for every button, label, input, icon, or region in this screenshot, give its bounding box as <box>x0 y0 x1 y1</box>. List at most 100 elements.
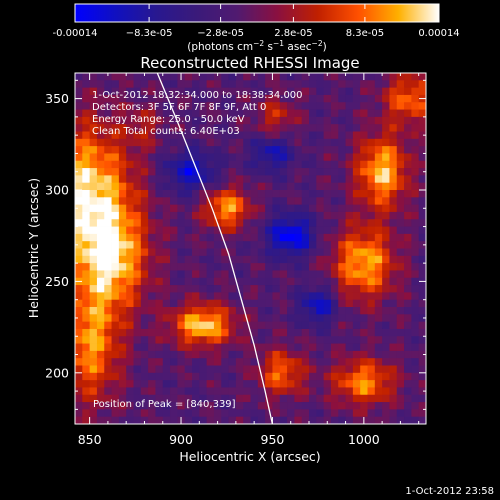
heatmap-cell <box>126 285 134 293</box>
colorbar: -0.00014 −8.3e-05 −2.8e-05 2.8e-05 8.3e-05 0.… <box>53 3 460 53</box>
heatmap-cell <box>104 336 112 344</box>
heatmap-cell <box>140 350 149 359</box>
heatmap-cell <box>199 241 208 249</box>
heatmap-cell <box>235 394 244 403</box>
heatmap-cell <box>96 307 105 315</box>
heatmap-cell <box>140 190 149 198</box>
heatmap-cell <box>250 299 259 308</box>
heatmap-cell <box>118 175 127 184</box>
heatmap-cell <box>352 416 361 424</box>
heatmap-cell <box>126 219 134 227</box>
heatmap-cell <box>287 285 295 293</box>
heatmap-cell <box>75 350 83 359</box>
heatmap-cell <box>148 182 156 191</box>
heatmap-cell <box>352 380 361 388</box>
heatmap-cell <box>396 73 405 81</box>
heatmap-cell <box>287 87 295 96</box>
heatmap-cell <box>75 233 83 242</box>
heatmap-cell <box>118 124 127 132</box>
heatmap-cell <box>243 94 251 103</box>
heatmap-cell <box>111 336 120 344</box>
heatmap-cell <box>177 168 186 176</box>
heatmap-cell <box>89 409 98 418</box>
heatmap-cell <box>272 263 281 271</box>
heatmap-cell <box>294 87 303 96</box>
heatmap-cell <box>323 402 332 410</box>
heatmap-cell <box>235 94 244 103</box>
heatmap-cell <box>265 116 273 125</box>
heatmap-cell <box>265 336 273 344</box>
heatmap-cell <box>338 226 346 235</box>
heatmap-cell <box>257 402 266 410</box>
heatmap-cell <box>104 241 112 249</box>
heatmap-cell <box>316 116 325 125</box>
heatmap-cell <box>104 321 112 330</box>
heatmap-cell <box>228 350 237 359</box>
heatmap-cell <box>96 365 105 374</box>
heatmap-cell <box>374 94 383 103</box>
heatmap-cell <box>309 138 317 147</box>
heatmap-cell <box>360 153 368 162</box>
heatmap-cell <box>367 263 376 271</box>
heatmap-cell <box>111 263 120 271</box>
heatmap-cell <box>345 102 354 110</box>
heatmap-cell <box>396 270 405 279</box>
heatmap-cell <box>221 131 229 140</box>
heatmap-cell <box>243 233 251 242</box>
heatmap-cell <box>287 350 295 359</box>
heatmap-cell <box>367 409 376 418</box>
heatmap-cell <box>162 190 171 198</box>
heatmap-cell <box>89 116 98 125</box>
heatmap-cell <box>279 204 288 213</box>
heatmap-cell <box>111 204 120 213</box>
heatmap-cell <box>396 190 405 198</box>
heatmap-cell <box>411 131 420 140</box>
heatmap-cell <box>316 160 325 169</box>
heatmap-cell <box>213 416 222 424</box>
heatmap-cell <box>155 219 164 227</box>
heatmap-cell <box>133 233 142 242</box>
heatmap-cell <box>104 248 112 257</box>
heatmap-cell <box>389 277 398 286</box>
heatmap-cell <box>148 307 156 315</box>
heatmap-cell <box>367 168 376 176</box>
heatmap-cell <box>316 109 325 118</box>
heatmap-cell <box>140 358 149 366</box>
heatmap-cell <box>265 87 273 96</box>
heatmap-cell <box>192 146 200 154</box>
heatmap-cell <box>330 102 339 110</box>
heatmap-cell <box>257 87 266 96</box>
heatmap-cell <box>279 248 288 257</box>
heatmap-cell <box>170 87 178 96</box>
heatmap-cell <box>162 328 171 337</box>
heatmap-cell <box>243 182 251 191</box>
heatmap-cell <box>184 277 193 286</box>
heatmap-cell <box>243 241 251 249</box>
heatmap-cell <box>155 343 164 352</box>
heatmap-cell <box>294 263 303 271</box>
heatmap-cell <box>396 380 405 388</box>
heatmap-cell <box>272 328 281 337</box>
heatmap-cell <box>126 365 134 374</box>
heatmap-cell <box>221 270 229 279</box>
heatmap-cell <box>330 263 339 271</box>
heatmap-cell <box>250 80 259 89</box>
heatmap-cell <box>382 138 390 147</box>
heatmap-cell <box>338 197 346 206</box>
heatmap-cell <box>411 241 420 249</box>
heatmap-cell <box>104 299 112 308</box>
heatmap-cell <box>104 73 112 81</box>
heatmap-cell <box>104 409 112 418</box>
heatmap-cell <box>89 343 98 352</box>
heatmap-cell <box>396 116 405 125</box>
heatmap-cell <box>272 226 281 235</box>
heatmap-cell <box>228 124 237 132</box>
y-tick-label: 350 <box>45 91 69 106</box>
heatmap-cell <box>309 219 317 227</box>
heatmap-cell <box>104 277 112 286</box>
heatmap-cell <box>184 124 193 132</box>
heatmap-cell <box>374 416 383 424</box>
heatmap-cell <box>338 263 346 271</box>
heatmap-cell <box>155 380 164 388</box>
heatmap-cell <box>345 73 354 81</box>
